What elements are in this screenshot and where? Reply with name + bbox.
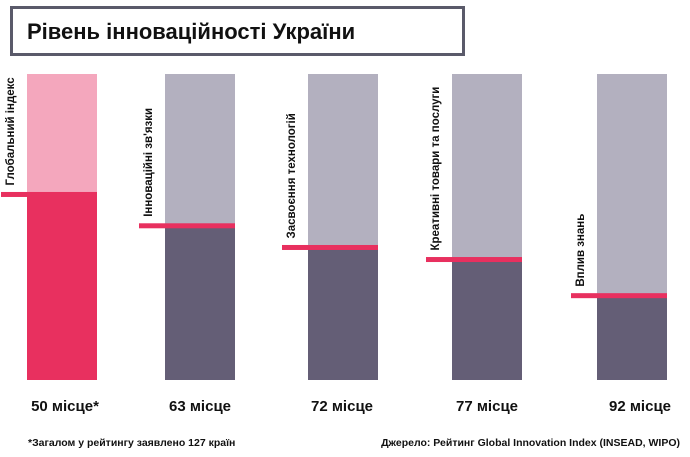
chart-title: Рівень інноваційності України [27,19,356,44]
category-label-3: Креативні товари та послуги [430,87,442,251]
footnote: *Загалом у рейтингу заявлено 127 країн [28,437,236,449]
rank-marker-0 [1,191,97,197]
rank-marker-4 [571,293,667,299]
value-label-0: 50 місце* [31,398,99,415]
bar-remaining-4 [597,74,667,296]
value-label-2: 72 місце [311,398,373,415]
rank-marker-1 [139,223,235,229]
value-label-1: 63 місце [169,398,231,415]
bar-remaining-1 [165,74,235,226]
bar-rank-2 [308,247,378,380]
bar-rank-4 [597,295,667,380]
category-label-1: Інноваційні зв'язки [143,108,155,217]
category-label-2: Засвоєння технологій [286,113,298,238]
title-box: Рівень інноваційності України [10,6,465,56]
category-label-0: Глобальний індекс [5,77,17,186]
value-label-4: 92 місце [609,398,671,415]
bar-rank-3 [452,259,522,380]
bar-remaining-0 [27,74,97,195]
bar-remaining-3 [452,74,522,260]
bar-remaining-2 [308,74,378,248]
bar-rank-0 [27,194,97,380]
category-label-4: Вплив знань [575,214,587,287]
value-label-3: 77 місце [456,398,518,415]
bar-rank-1 [165,225,235,380]
rank-marker-3 [426,257,522,263]
rank-marker-2 [282,244,378,250]
source-note: Джерело: Рейтинг Global Innovation Index… [381,437,680,449]
